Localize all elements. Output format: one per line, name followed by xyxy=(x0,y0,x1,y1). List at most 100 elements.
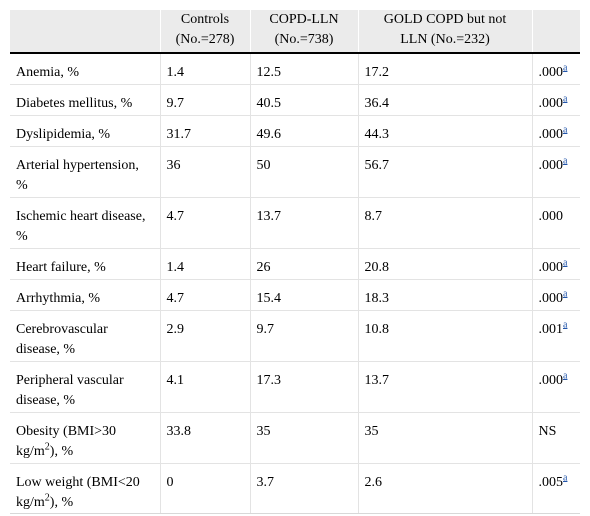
cell-controls: 2.9 xyxy=(159,310,250,362)
row-label: Ischemic heart disease, % xyxy=(10,197,160,249)
cell-copd-lln: 26 xyxy=(249,248,358,280)
cell-controls: 4.1 xyxy=(159,361,250,413)
cell-controls: 36 xyxy=(159,146,250,198)
header-copd-lln-n: (No.=738) xyxy=(274,32,334,47)
p-value-text: .000 xyxy=(538,126,564,142)
footnote-link[interactable]: a xyxy=(563,256,568,268)
cell-gold-not-lln: 17.2 xyxy=(357,53,532,85)
p-value-text: .000 xyxy=(538,95,564,111)
cell-controls: 33.8 xyxy=(159,412,250,464)
table-row: Arrhythmia, % 4.7 15.4 18.3.000a xyxy=(10,279,580,311)
header-empty xyxy=(10,10,160,53)
table-row: Obesity (BMI>30 kg/m2), % 33.8 35 35 NS xyxy=(10,412,580,464)
cell-copd-lln: 40.5 xyxy=(249,84,358,116)
comorbidity-table-container: Controls (No.=278) COPD-LLN (No.=738) GOLD… xyxy=(10,10,580,514)
row-label-text: Low weight (BMI<20 kg/m xyxy=(16,474,140,510)
cell-p-value: NS xyxy=(531,412,580,464)
cell-copd-lln: 50 xyxy=(249,146,358,198)
footnote-link[interactable]: a xyxy=(563,154,568,166)
footnote-link[interactable]: a xyxy=(563,471,568,483)
table-row: Heart failure, % 1.4 26 20.8.000a xyxy=(10,248,580,280)
footnote-link[interactable]: a xyxy=(563,287,568,299)
cell-p-value: .000a xyxy=(531,146,580,198)
row-label-superscript: 2 xyxy=(44,440,50,452)
cell-p-value: .000a xyxy=(531,279,580,311)
header-gold-title: GOLD COPD but not xyxy=(383,12,507,27)
table-row: Ischemic heart disease, % 4.7 13.7 8.7 .000 xyxy=(10,197,580,249)
table-body: Anemia, % 1.4 12.5 17.2.000a Diabetes mellit… xyxy=(10,53,580,514)
cell-copd-lln: 12.5 xyxy=(249,53,358,85)
row-label: Diabetes mellitus, % xyxy=(10,84,160,116)
cell-gold-not-lln: 36.4 xyxy=(357,84,532,116)
row-label-text: Obesity (BMI>30 kg/m xyxy=(16,423,117,459)
cell-controls: 1.4 xyxy=(159,53,250,85)
p-value-text: .000 xyxy=(538,157,564,173)
cell-copd-lln: 9.7 xyxy=(249,310,358,362)
cell-gold-not-lln: 2.6 xyxy=(357,463,532,514)
row-label: Arrhythmia, % xyxy=(10,279,160,311)
cell-gold-not-lln: 20.8 xyxy=(357,248,532,280)
cell-p-value: .000a xyxy=(531,115,580,147)
header-controls: Controls (No.=278) xyxy=(159,10,250,53)
cell-copd-lln: 13.7 xyxy=(249,197,358,249)
header-gold-n: LLN (No.=232) xyxy=(400,32,490,47)
cell-controls: 4.7 xyxy=(159,197,250,249)
p-value-text: NS xyxy=(538,423,557,439)
header-copd-lln: COPD-LLN (No.=738) xyxy=(249,10,358,53)
footnote-link[interactable]: a xyxy=(563,318,568,330)
row-label: Anemia, % xyxy=(10,53,160,85)
row-label: Peripheral vascular disease, % xyxy=(10,361,160,413)
cell-copd-lln: 49.6 xyxy=(249,115,358,147)
cell-p-value: .000a xyxy=(531,361,580,413)
cell-p-value: .005a xyxy=(531,463,580,514)
row-label-text-end: ), % xyxy=(49,494,74,510)
table-row: Peripheral vascular disease, % 4.1 17.3 13.… xyxy=(10,361,580,413)
cell-gold-not-lln: 44.3 xyxy=(357,115,532,147)
row-label: Arterial hypertension, % xyxy=(10,146,160,198)
p-value-text: .000 xyxy=(538,208,564,224)
p-value-text: .005 xyxy=(538,474,564,490)
cell-p-value: .000a xyxy=(531,248,580,280)
row-label: Low weight (BMI<20 kg/m2), % xyxy=(10,463,160,514)
cell-controls: 9.7 xyxy=(159,84,250,116)
cell-p-value: .001a xyxy=(531,310,580,362)
cell-p-value: .000a xyxy=(531,53,580,85)
table-header: Controls (No.=278) COPD-LLN (No.=738) GOLD… xyxy=(10,10,580,53)
cell-p-value: .000 xyxy=(531,197,580,249)
cell-copd-lln: 17.3 xyxy=(249,361,358,413)
cell-gold-not-lln: 10.8 xyxy=(357,310,532,362)
cell-gold-not-lln: 35 xyxy=(357,412,532,464)
row-label-text-end: ), % xyxy=(49,443,74,459)
header-controls-title: Controls xyxy=(180,12,230,27)
row-label: Dyslipidemia, % xyxy=(10,115,160,147)
table-row: Dyslipidemia, % 31.7 49.6 44.3.000a xyxy=(10,115,580,147)
cell-controls: 31.7 xyxy=(159,115,250,147)
p-value-text: .001 xyxy=(538,321,564,337)
header-controls-n: (No.=278) xyxy=(175,32,235,47)
footnote-link[interactable]: a xyxy=(563,123,568,135)
cell-gold-not-lln: 8.7 xyxy=(357,197,532,249)
cell-controls: 4.7 xyxy=(159,279,250,311)
comorbidity-table: Controls (No.=278) COPD-LLN (No.=738) GOLD… xyxy=(10,10,580,514)
row-label: Cerebrovascular disease, % xyxy=(10,310,160,362)
cell-controls: 0 xyxy=(159,463,250,514)
table-row: Anemia, % 1.4 12.5 17.2.000a xyxy=(10,53,580,85)
cell-copd-lln: 3.7 xyxy=(249,463,358,514)
p-value-text: .000 xyxy=(538,65,564,80)
p-value-text: .000 xyxy=(538,372,564,388)
row-label: Obesity (BMI>30 kg/m2), % xyxy=(10,412,160,464)
table-row: Cerebrovascular disease, % 2.9 9.7 10.8.001… xyxy=(10,310,580,362)
header-p-value xyxy=(531,10,580,53)
cell-copd-lln: 15.4 xyxy=(249,279,358,311)
row-label-superscript: 2 xyxy=(44,491,50,503)
footnote-link[interactable]: a xyxy=(563,369,568,381)
header-gold-not-lln: GOLD COPD but not LLN (No.=232) xyxy=(357,10,532,53)
table-row: Low weight (BMI<20 kg/m2), % 0 3.7 2.6.005a xyxy=(10,463,580,514)
footnote-link[interactable]: a xyxy=(563,62,568,74)
cell-p-value: .000a xyxy=(531,84,580,116)
row-label: Heart failure, % xyxy=(10,248,160,280)
p-value-text: .000 xyxy=(538,259,564,275)
cell-gold-not-lln: 13.7 xyxy=(357,361,532,413)
cell-gold-not-lln: 18.3 xyxy=(357,279,532,311)
footnote-link[interactable]: a xyxy=(563,92,568,104)
